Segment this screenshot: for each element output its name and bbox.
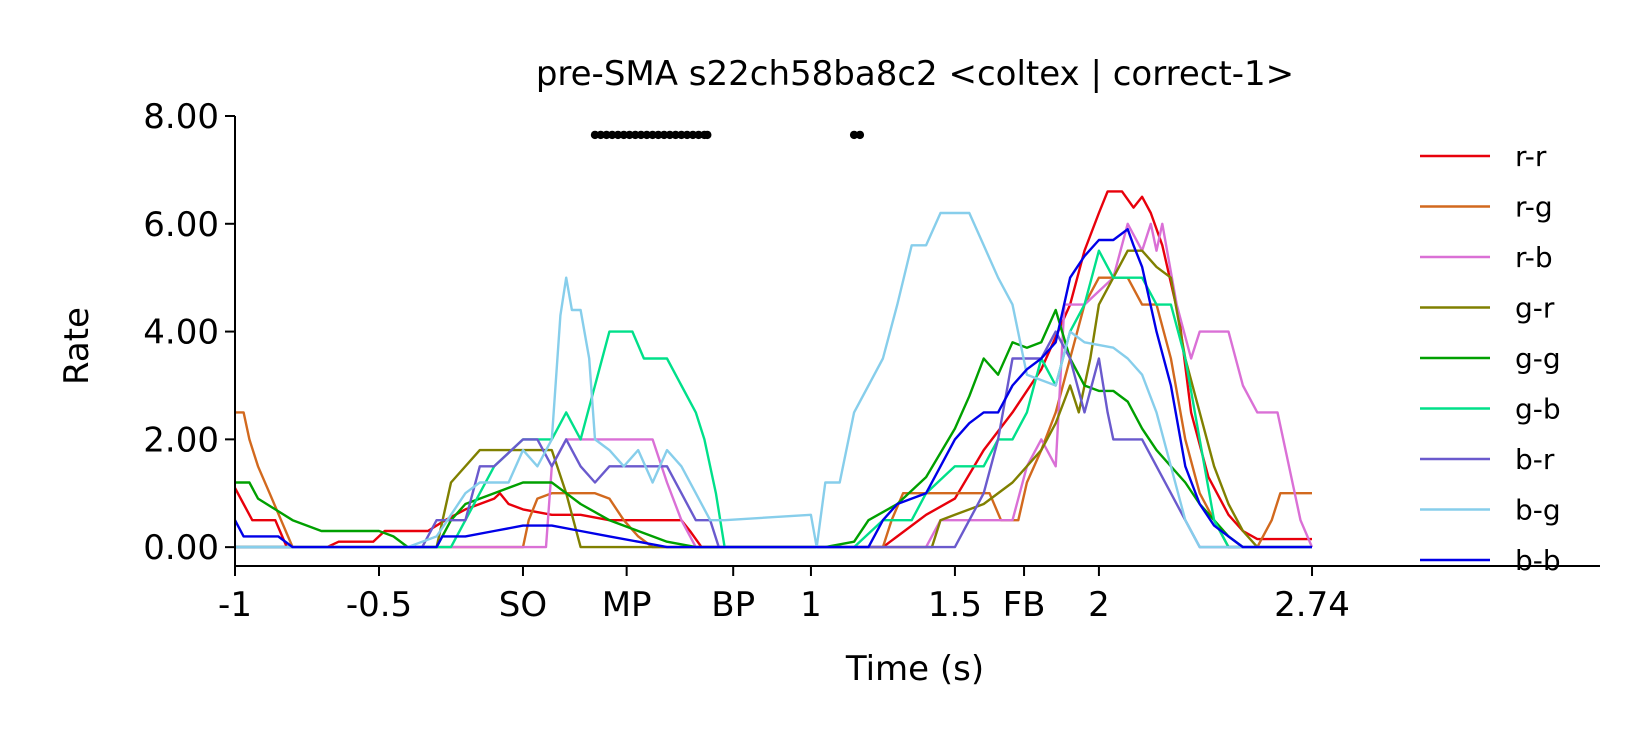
significance-dot — [608, 130, 617, 140]
significance-dot — [694, 130, 703, 140]
legend-label-b-b: b-b — [1515, 544, 1561, 577]
x-tick-label: FB — [1003, 585, 1046, 625]
x-tick-label: MP — [602, 585, 652, 625]
significance-dot — [855, 130, 865, 140]
significance-dot — [654, 130, 663, 140]
significance-dot — [849, 130, 859, 140]
legend-label-g-b: g-b — [1515, 393, 1561, 426]
legend-label-g-g: g-g — [1515, 342, 1561, 375]
significance-dot — [596, 130, 605, 140]
x-tick-label: -0.5 — [346, 585, 412, 625]
series-line-r-r — [233, 190, 1312, 549]
legend-label-g-r: g-r — [1515, 292, 1555, 325]
legend-label-r-g: r-g — [1515, 191, 1553, 224]
y-tick-label: 4.00 — [143, 313, 219, 353]
series-line-b-r — [235, 330, 1312, 549]
legend-label-b-g: b-g — [1515, 494, 1561, 527]
chart-title: pre-SMA s22ch58ba8c2 <coltex | correct-1… — [536, 54, 1294, 94]
significance-dot — [703, 130, 712, 140]
significance-dot — [636, 130, 646, 140]
x-tick-label: SO — [499, 585, 547, 625]
y-tick-label: 6.00 — [143, 205, 219, 245]
significance-dot — [665, 130, 674, 140]
significance-dot — [671, 130, 680, 140]
legend-label-b-r: b-r — [1515, 443, 1555, 476]
x-tick-label: 1.5 — [928, 585, 982, 625]
series-line-g-g — [235, 308, 1312, 549]
x-tick-label: BP — [711, 585, 755, 625]
x-axis-label: Time (s) — [845, 649, 984, 689]
significance-markers — [590, 130, 865, 140]
legend: r-r r-g r-b g-r g-g g-b b-r b-g b-b — [1420, 140, 1561, 577]
series-line-g-r — [235, 249, 1312, 549]
significance-dot — [613, 130, 623, 140]
y-tick-label: 2.00 — [143, 420, 219, 460]
legend-label-r-r: r-r — [1515, 140, 1547, 173]
x-tick-label: 1 — [800, 585, 822, 625]
y-tick-label: 0.00 — [143, 528, 219, 568]
series-line-r-g — [235, 276, 1312, 549]
x-tick-label: 2.74 — [1274, 585, 1350, 625]
series-line-b-g — [235, 211, 1312, 549]
y-axis-label: Rate — [57, 307, 97, 385]
axes: -1 -0.5 SO MP BP 1 1.5 FB 2 2.74 0.00 2.00 4.00 6.00 8… — [143, 97, 1600, 625]
series-line-b-b — [233, 227, 1312, 549]
significance-dot — [642, 130, 651, 140]
series-line-r-b — [235, 222, 1314, 549]
x-tick-label: 2 — [1088, 585, 1110, 625]
x-tick-label: -1 — [218, 585, 252, 625]
legend-label-r-b: r-b — [1515, 241, 1553, 274]
y-tick-label: 8.00 — [143, 97, 219, 137]
series-layer — [233, 190, 1314, 549]
significance-dot — [625, 130, 634, 140]
significance-dot — [682, 130, 692, 140]
